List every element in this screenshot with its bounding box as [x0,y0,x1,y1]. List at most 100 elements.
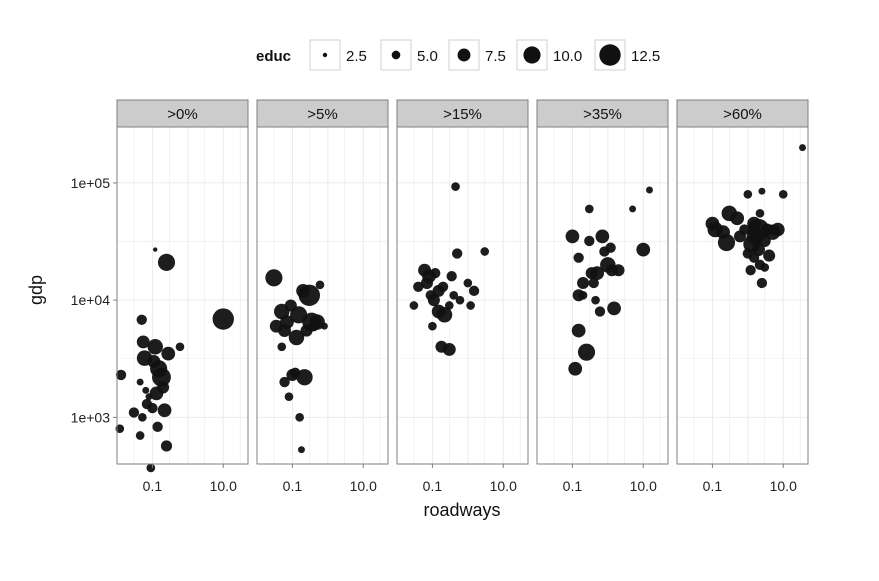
data-point [128,407,140,418]
gridlines [117,127,248,464]
y-tick-label: 1e+04 [71,292,111,308]
facet-strip [116,99,249,128]
data-point [135,431,145,440]
gridlines [537,127,668,464]
x-tick-label: 0.1 [423,478,443,494]
data-point [153,247,158,252]
data-point [160,440,173,452]
facet-strip-label: >35% [583,106,622,123]
data-point [584,204,594,214]
data-point [591,295,600,305]
data-point [152,367,171,387]
data-point [449,290,459,300]
legend-label: 10.0 [553,48,582,65]
data-point [760,263,770,272]
data-point [436,307,453,323]
facet-panel: >35% 0.1 10.0 [536,99,669,494]
data-points [565,186,653,376]
data-point [463,278,473,288]
legend-size-marker [523,46,541,64]
data-point [413,281,424,292]
data-point [584,235,595,247]
data-point [455,295,465,305]
gridlines [397,127,528,464]
data-point [577,343,596,361]
data-point [756,277,768,289]
gridlines [257,127,388,464]
data-point [428,321,437,331]
data-point [730,211,745,226]
y-tick-label: 1e+05 [71,175,111,191]
x-tick-label: 10.0 [350,478,377,494]
facet-panel: >5% 0.1 10.0 [256,99,389,494]
panel-background [257,127,388,464]
data-point [646,186,653,194]
data-point [284,392,294,402]
legend-label: 2.5 [346,48,367,65]
panel-background [677,127,808,464]
data-point [175,342,185,352]
data-point [571,323,586,338]
legend-label: 12.5 [631,48,660,65]
data-points [409,182,490,356]
legend: educ 2.5 5.0 7.5 10.0 12.5 [256,39,660,71]
legend-label: 5.0 [417,48,438,65]
data-point [147,402,158,414]
data-point [480,247,490,256]
data-point [288,329,305,346]
x-tick-label: 10.0 [210,478,237,494]
data-point [568,361,583,376]
data-point [146,463,156,473]
facet-strip [676,99,809,128]
facet-strip-label: >60% [723,106,762,123]
data-point [758,187,766,195]
data-point [607,301,621,316]
facet-strip [256,99,389,128]
facet-panel: >0% 0.1 10.0 1e+03 1e+04 1e+05 [71,99,249,494]
panel-background [397,127,528,464]
data-point [755,209,765,218]
data-point [409,301,419,310]
legend-size-marker [391,50,401,60]
data-point [588,277,599,289]
x-tick-label: 0.1 [143,478,163,494]
data-point [612,264,625,277]
facet-strip-label: >5% [307,106,337,123]
data-point [565,229,580,244]
data-point [590,266,605,281]
data-point [468,285,480,297]
panel-background [537,127,668,464]
data-point [136,378,144,386]
data-point [157,253,176,271]
data-point [573,252,584,263]
data-point [739,224,750,235]
data-point [277,342,287,352]
data-point [279,376,290,388]
data-point [444,301,454,310]
data-point [442,342,456,356]
data-point [605,242,616,253]
legend-label: 7.5 [485,48,506,65]
legend-size-marker [322,52,328,58]
legend-size-marker [457,48,471,62]
x-tick-label: 10.0 [490,478,517,494]
y-tick-label: 1e+03 [71,409,111,425]
facet-panel: >60% 0.1 10.0 [676,99,809,494]
data-point [295,413,304,422]
data-point [595,229,610,244]
data-point [594,306,606,317]
x-tick-label: 0.1 [703,478,723,494]
data-point [577,276,590,290]
data-point [138,413,147,422]
data-point [770,222,785,237]
data-point [280,315,294,329]
x-tick-label: 0.1 [283,478,303,494]
data-point [157,381,170,394]
data-point [636,242,651,257]
data-point [152,421,163,433]
data-point [743,189,753,199]
data-point [451,182,460,191]
legend-size-marker [599,44,621,66]
data-point [752,243,765,257]
